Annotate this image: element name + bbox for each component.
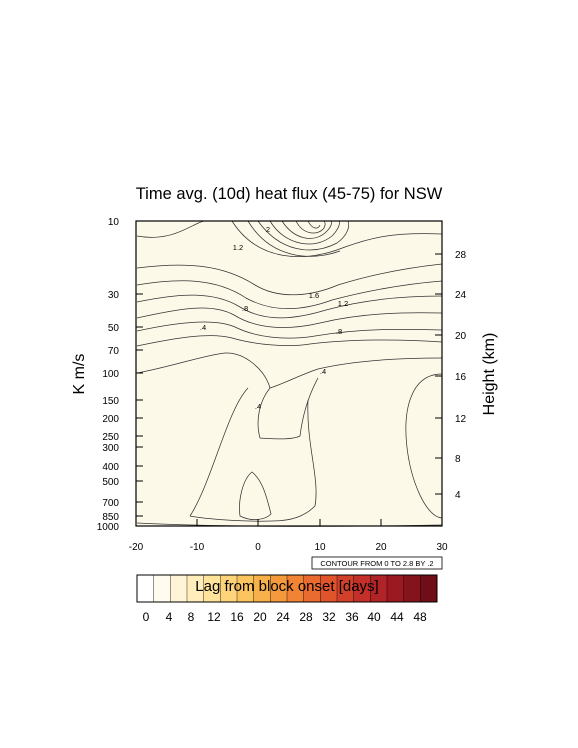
y-tick-label: 70: [108, 346, 120, 357]
y-tick-label: 10: [108, 217, 120, 228]
contour-line: [295, 220, 326, 234]
y-axis-label: K m/s: [71, 354, 88, 395]
contour-line: [136, 220, 206, 238]
y-tick-label: 150: [102, 396, 119, 407]
contour-line: [281, 220, 332, 239]
x-tick-label: -20: [129, 542, 144, 553]
colorbar-tick-label: 24: [276, 610, 290, 624]
contour-label: .8: [242, 304, 248, 313]
contour-line: [307, 220, 321, 229]
x-tick-label: 30: [436, 542, 448, 553]
contour-line: [136, 335, 443, 347]
plot-area: .4 .8 1.2 1.6 2 .4 .8 1.2 .4: [135, 220, 443, 527]
contour-label: 2: [266, 225, 270, 234]
y-tick-label: 500: [102, 477, 119, 488]
colorbar-tick-label: 4: [166, 610, 173, 624]
colorbar-tick-label: 48: [413, 610, 427, 624]
contour-label: 1.2: [233, 243, 243, 252]
colorbar-tick-label: 44: [390, 610, 404, 624]
contour-line: [189, 387, 249, 517]
y-tick-label: 100: [102, 369, 119, 380]
contour-line: [136, 321, 443, 339]
colorbar-tick-label: 8: [188, 610, 195, 624]
x-tick-label: 0: [255, 542, 261, 553]
y2-tick-label: 12: [455, 414, 467, 425]
chart-title: Time avg. (10d) heat flux (45-75) for NS…: [136, 185, 443, 203]
colorbar-cell: [403, 574, 421, 603]
left-axis: 10 30 50 70 100 150 200 250 300 400 500 …: [97, 217, 143, 533]
y2-tick-label: 4: [455, 490, 461, 501]
colorbar-label: Lag from block onset [days]: [195, 578, 378, 595]
y2-tick-label: 8: [455, 454, 461, 465]
contour-label: 1.6: [309, 291, 319, 300]
colorbar-tick-label: 36: [345, 610, 359, 624]
contour-line: [269, 220, 340, 245]
contour-line: [247, 220, 341, 257]
colorbar-tick-label: 28: [299, 610, 313, 624]
contour-line: [257, 220, 350, 251]
y-tick-label: 250: [102, 432, 119, 443]
plot-background: [136, 221, 442, 526]
contour-label: .4: [320, 367, 326, 376]
contour-label: .4: [200, 323, 206, 332]
y2-axis-label: Height (km): [481, 333, 498, 416]
y2-tick-label: 16: [455, 372, 467, 383]
contour-label: .4: [255, 402, 261, 411]
bottom-axis: -20 -10 0 10 20 30: [129, 519, 448, 553]
y-tick-label: 1000: [97, 522, 120, 533]
colorbar: Lag from block onset [days] 0 4 8 12 16 …: [136, 574, 438, 624]
y-tick-label: 700: [102, 498, 119, 509]
contour-line: [257, 377, 319, 440]
x-ticks: [135, 519, 443, 526]
right-axis: 4 8 12 16 20 24 28: [435, 250, 467, 501]
colorbar-tick-label: 32: [322, 610, 336, 624]
contour-label: 1.2: [338, 299, 348, 308]
y-ticks: [136, 220, 143, 527]
contour-info-box: CONTOUR FROM 0 TO 2.8 BY .2: [311, 556, 443, 570]
y-tick-label: 50: [108, 323, 120, 334]
colorbar-tick-label: 40: [367, 610, 381, 624]
x-tick-label: 20: [375, 542, 387, 553]
contour-line: [136, 280, 443, 310]
y-tick-label: 400: [102, 462, 119, 473]
y-tick-label: 300: [102, 443, 119, 454]
colorbar-cell: [136, 574, 155, 603]
y-tick-label: 850: [102, 512, 119, 523]
contour-info-frame: [311, 556, 443, 570]
contour-line: [405, 373, 443, 519]
colorbar-cell: [170, 574, 188, 603]
y2-tick-label: 24: [455, 290, 467, 301]
y-tick-label: 200: [102, 414, 119, 425]
y2-ticks: [435, 253, 442, 495]
contour-lines: [136, 220, 443, 527]
contour-line: [136, 307, 443, 328]
y2-tick-label: 20: [455, 331, 467, 342]
contour-info-text: CONTOUR FROM 0 TO 2.8 BY .2: [320, 559, 433, 568]
colorbar-tick-label: 16: [230, 610, 244, 624]
colorbar-cell: [420, 574, 438, 603]
contour-line-labels: .4 .8 1.2 1.6 2 .4 .8 1.2 .4: [200, 225, 348, 411]
x-tick-label: 10: [314, 542, 326, 553]
colorbar-cell: [153, 574, 171, 603]
colorbar-frame: [136, 574, 438, 603]
colorbar-cell: [386, 574, 405, 603]
contour-line: [136, 294, 443, 319]
y-tick-label: 30: [108, 290, 120, 301]
contour-line: [136, 352, 443, 389]
colorbar-tick-label: 12: [207, 610, 221, 624]
contour-label: .8: [336, 327, 342, 336]
x-tick-label: -10: [190, 542, 205, 553]
colorbar-tick-label: 0: [143, 610, 150, 624]
contour-line: [189, 399, 317, 522]
contour-line: [231, 220, 443, 257]
colorbar-tick-label: 20: [253, 610, 267, 624]
y2-tick-label: 28: [455, 250, 467, 261]
colorbar-cells: [136, 574, 438, 603]
contour-line: [136, 263, 443, 296]
